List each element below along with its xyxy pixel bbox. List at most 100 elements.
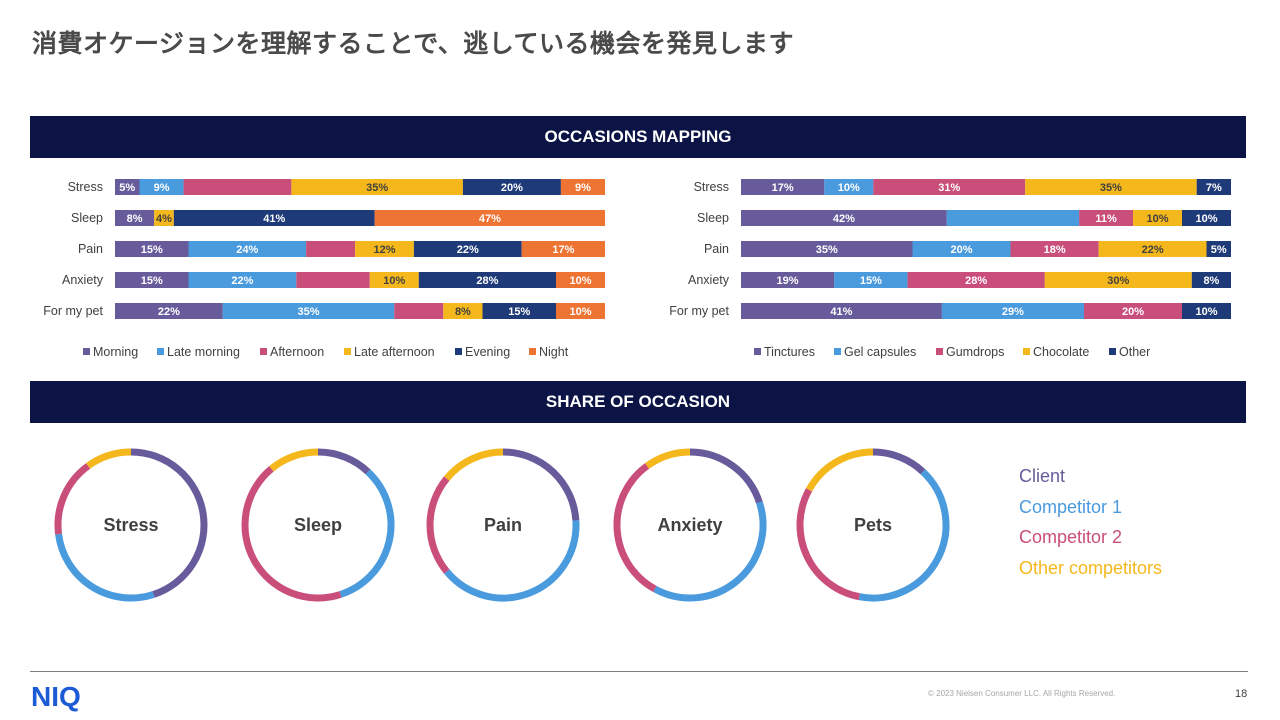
data-label: 35% <box>1100 182 1122 194</box>
data-label: 9% <box>154 182 170 194</box>
donut-segment <box>269 448 319 472</box>
donut-label: Sleep <box>294 515 342 535</box>
legend-swatch <box>1109 348 1116 355</box>
stacked-bar-chart-1: Stress 5% 9% 35% 20% 9% Sleep 8% 4% 41% 47% Pain 15%… <box>43 179 605 359</box>
data-label: 20% <box>1122 306 1144 318</box>
data-label: 28% <box>965 275 987 287</box>
copyright-text: © 2023 Nielsen Consumer LLC. All Rights … <box>928 689 1116 698</box>
category-label: Anxiety <box>688 273 730 287</box>
legend-label: Gumdrops <box>946 345 1004 359</box>
donut-segment <box>689 448 763 504</box>
bar-segment <box>222 303 395 319</box>
legend-label: Late morning <box>167 345 240 359</box>
data-label: 5% <box>1211 244 1227 256</box>
bar-segment <box>355 241 414 257</box>
bar-segment <box>824 179 874 195</box>
page-title: 消費オケージョンを理解することで、逃している機会を発見します <box>32 29 795 58</box>
donut-segment <box>241 466 342 602</box>
donut-segment <box>796 488 861 601</box>
data-label: 20% <box>501 182 523 194</box>
legend-label: Morning <box>93 345 138 359</box>
niq-logo-mark: NIQ <box>31 681 81 712</box>
legend-label: Night <box>539 345 569 359</box>
bar-segment <box>741 179 825 195</box>
bar-segment <box>556 272 605 288</box>
legend-swatch <box>83 348 90 355</box>
data-label: 19% <box>777 275 799 287</box>
data-label: 7% <box>1206 182 1222 194</box>
bar-segment <box>1079 210 1133 226</box>
data-label: 10% <box>1195 213 1217 225</box>
data-label: 8% <box>455 306 471 318</box>
donut-segment <box>645 448 691 469</box>
niq-logo: NIQ <box>31 679 101 718</box>
donut-segment <box>426 476 450 574</box>
donut-segment <box>805 448 874 492</box>
bar-segment <box>443 303 483 319</box>
bar-segment <box>418 272 556 288</box>
data-label: 22% <box>1142 244 1164 256</box>
ring-legend-client: Client <box>1019 466 1066 486</box>
data-label: 12% <box>373 244 395 256</box>
bar-segment <box>1196 179 1231 195</box>
stacked-bar-chart-2: Stress 17% 10% 31% 35% 7% Sleep 42% 11% 10% 10% Pai… <box>669 179 1231 359</box>
bar-segment <box>115 272 189 288</box>
data-label: 29% <box>1002 306 1024 318</box>
bar-segment <box>560 179 605 195</box>
data-label: 22% <box>158 306 180 318</box>
occasions-charts: Stress 5% 9% 35% 20% 9% Sleep 8% 4% 41% 47% Pain 15%… <box>43 179 1231 359</box>
bar-segment <box>1182 303 1231 319</box>
legend-swatch <box>1023 348 1030 355</box>
donut-segment <box>339 469 395 598</box>
bar-segment <box>741 210 947 226</box>
ring-legend-competitor-1: Competitor 1 <box>1019 496 1123 517</box>
data-label: 41% <box>830 306 852 318</box>
data-label: 10% <box>838 182 860 194</box>
legend-swatch <box>834 348 841 355</box>
donut-label: Pain <box>484 515 522 535</box>
bar-segment <box>296 272 370 288</box>
donut-pain: Pain <box>426 448 580 602</box>
category-label: For my pet <box>43 304 103 318</box>
data-label: 20% <box>950 244 972 256</box>
data-label: 4% <box>156 213 172 225</box>
bar-segment <box>834 272 908 288</box>
bar-segment <box>115 303 223 319</box>
donut-segment <box>613 463 657 593</box>
bar-segment <box>1182 210 1231 226</box>
donut-segment <box>653 501 767 602</box>
legend-swatch <box>529 348 536 355</box>
data-label: 10% <box>569 275 591 287</box>
category-label: Pain <box>704 242 729 256</box>
legend-label: Chocolate <box>1033 345 1089 359</box>
bar-segment <box>1191 272 1231 288</box>
bar-segment <box>1133 210 1182 226</box>
ring-legend-competitor-2: Competitor 2 <box>1019 527 1123 547</box>
donut-stress: Stress <box>54 448 208 602</box>
category-label: Stress <box>694 180 729 194</box>
data-label: 22% <box>457 244 479 256</box>
data-label: 8% <box>1203 275 1219 287</box>
bar-segment <box>413 241 522 257</box>
bar-segment <box>741 272 835 288</box>
donut-segment <box>86 448 132 469</box>
legend-swatch <box>344 348 351 355</box>
data-label: 35% <box>816 244 838 256</box>
data-label: 10% <box>1146 213 1168 225</box>
share-of-occasion-banner: SHARE OF OCCASION <box>30 381 1246 423</box>
legend-label: Afternoon <box>270 345 324 359</box>
bar-segment <box>907 272 1045 288</box>
data-label: 30% <box>1107 275 1129 287</box>
data-label: 10% <box>569 306 591 318</box>
bar-segment <box>188 272 297 288</box>
donut-label: Pets <box>854 515 892 535</box>
data-label: 22% <box>231 275 253 287</box>
donut-anxiety: Anxiety <box>613 448 767 602</box>
data-label: 11% <box>1095 213 1117 225</box>
donut-label: Anxiety <box>657 515 722 535</box>
bar-segment <box>521 241 605 257</box>
data-label: 35% <box>366 182 388 194</box>
data-label: 28% <box>476 275 498 287</box>
donut-sleep: Sleep <box>241 448 395 602</box>
bar-segment <box>139 179 184 195</box>
